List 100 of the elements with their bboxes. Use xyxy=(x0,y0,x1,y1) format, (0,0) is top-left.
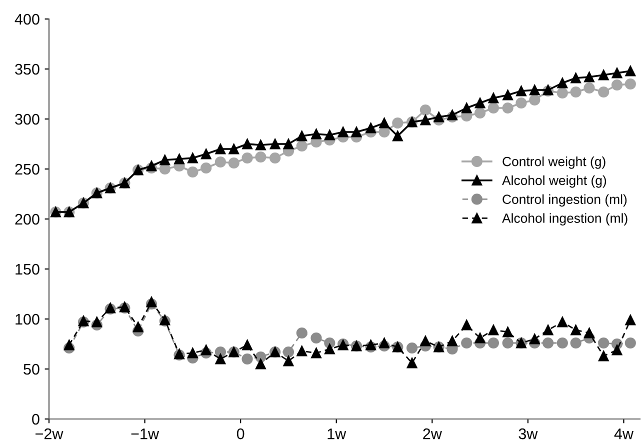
point xyxy=(584,72,594,82)
legend-label: Alcohol ingestion (ml) xyxy=(502,213,628,226)
point xyxy=(447,336,458,346)
point xyxy=(598,86,610,98)
point xyxy=(324,344,335,354)
y-tick-label: 150 xyxy=(16,264,40,275)
point xyxy=(160,154,170,166)
point xyxy=(255,151,266,163)
point xyxy=(612,344,622,356)
point xyxy=(570,337,582,349)
x-tick-label: −1w xyxy=(131,428,160,440)
point xyxy=(215,144,226,154)
point xyxy=(624,78,636,90)
point xyxy=(488,337,500,349)
point xyxy=(461,320,472,330)
x-tick-label: −2w xyxy=(36,428,64,440)
point xyxy=(187,348,198,358)
point xyxy=(570,324,582,336)
point xyxy=(598,337,610,349)
point xyxy=(502,337,514,349)
point xyxy=(283,356,294,366)
point xyxy=(406,358,418,368)
point xyxy=(392,117,404,129)
point xyxy=(488,92,499,104)
y-tick-label: 250 xyxy=(15,164,40,175)
x-tick-label: 0 xyxy=(236,428,244,440)
point xyxy=(529,334,540,344)
point xyxy=(542,324,554,336)
point xyxy=(187,166,198,178)
point xyxy=(296,346,308,356)
point xyxy=(556,87,568,99)
point xyxy=(242,340,252,350)
point xyxy=(516,97,527,109)
point xyxy=(557,78,568,88)
point xyxy=(474,332,486,344)
point xyxy=(557,316,568,328)
legend-label: Alcohol weight (g) xyxy=(502,175,606,188)
point xyxy=(200,344,212,356)
point xyxy=(598,70,609,80)
point xyxy=(542,337,554,349)
point xyxy=(406,342,418,354)
point xyxy=(434,112,444,122)
point xyxy=(420,114,431,126)
point xyxy=(146,160,157,172)
point xyxy=(502,90,514,100)
point xyxy=(92,316,102,328)
point xyxy=(338,126,348,138)
point xyxy=(366,340,376,350)
point xyxy=(529,94,540,106)
point xyxy=(502,326,514,338)
point xyxy=(488,324,499,336)
point xyxy=(379,118,390,128)
point xyxy=(556,337,568,349)
point xyxy=(598,350,609,362)
point xyxy=(242,353,253,365)
point xyxy=(214,346,226,358)
point xyxy=(379,338,390,348)
point xyxy=(447,110,458,120)
point xyxy=(228,144,240,154)
point xyxy=(474,98,486,108)
point xyxy=(296,140,308,152)
point xyxy=(502,102,514,114)
point xyxy=(625,66,636,76)
point xyxy=(392,130,403,142)
y-tick-label: 200 xyxy=(15,214,40,225)
x-tick-label: 2w xyxy=(423,428,442,440)
point xyxy=(311,348,322,358)
point xyxy=(584,82,595,94)
point xyxy=(282,346,294,358)
point xyxy=(132,322,144,332)
point xyxy=(351,126,362,138)
point xyxy=(64,340,74,350)
point xyxy=(461,102,472,114)
point xyxy=(174,154,184,164)
point xyxy=(200,162,212,174)
legend-label: Control ingestion (ml) xyxy=(502,194,627,207)
y-tick-label: 50 xyxy=(24,364,40,375)
y-tick-label: 0 xyxy=(32,414,40,425)
point xyxy=(474,107,486,119)
point xyxy=(366,122,376,134)
point xyxy=(570,86,582,98)
point xyxy=(624,337,636,349)
point xyxy=(324,130,335,140)
point xyxy=(296,327,308,339)
point xyxy=(461,337,472,349)
point xyxy=(612,68,622,78)
point xyxy=(187,152,198,164)
point xyxy=(296,130,308,142)
point xyxy=(242,138,252,150)
point xyxy=(570,72,582,84)
y-tick-label: 300 xyxy=(15,114,40,125)
point xyxy=(146,296,157,308)
point xyxy=(270,152,281,164)
point xyxy=(310,332,322,344)
x-tick-label: 4w xyxy=(614,428,634,440)
point xyxy=(584,328,594,338)
point xyxy=(311,128,322,140)
point xyxy=(488,102,500,114)
point xyxy=(529,84,540,96)
y-tick-label: 400 xyxy=(14,14,40,25)
